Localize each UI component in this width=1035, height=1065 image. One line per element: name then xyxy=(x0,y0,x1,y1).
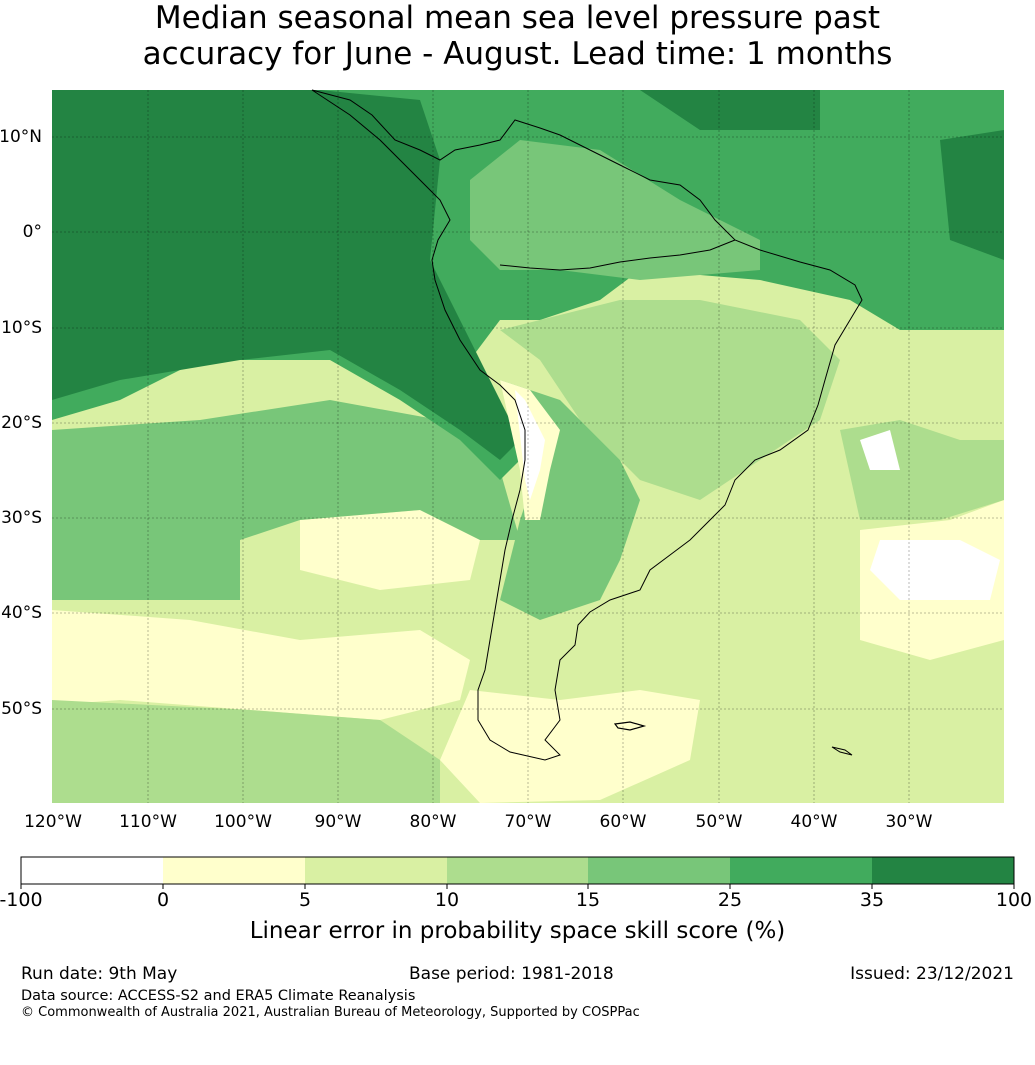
colorbar-tick-label: 0 xyxy=(156,889,170,911)
colorbar-bin-7 xyxy=(872,857,1014,884)
colorbar-tick-label: 35 xyxy=(859,889,885,911)
coastline-amazon-river xyxy=(499,239,736,271)
lon-label-90w: 90°W xyxy=(314,812,362,832)
lat-label-30s: 30°S xyxy=(1,508,42,528)
field-patch-se-white-2 xyxy=(870,540,1000,600)
colorbar xyxy=(20,856,1015,889)
lat-label-50s: 50°S xyxy=(1,699,42,719)
copyright: © Commonwealth of Australia 2021, Austra… xyxy=(21,1005,640,1020)
colorbar-tick-label: 10 xyxy=(434,889,460,911)
title-line-2: accuracy for June - August. Lead time: 1… xyxy=(142,36,893,72)
map-title: Median seasonal mean sea level pressure … xyxy=(0,0,1035,72)
lon-label-50w: 50°W xyxy=(695,812,743,832)
data-source: Data source: ACCESS-S2 and ERA5 Climate … xyxy=(21,988,416,1004)
lon-label-120w: 120°W xyxy=(24,812,82,832)
colorbar-bin-2 xyxy=(163,857,305,884)
colorbar-bin-5 xyxy=(588,857,730,884)
lon-label-100w: 100°W xyxy=(214,812,272,832)
lat-label-10s: 10°S xyxy=(1,318,42,338)
run-date: Run date: 9th May xyxy=(21,964,178,984)
field-patch-darkest-ne xyxy=(940,130,1004,260)
colorbar-bin-3 xyxy=(305,857,447,884)
gridlines xyxy=(52,90,1004,803)
colorbar-bin-1 xyxy=(21,857,163,884)
lon-label-80w: 80°W xyxy=(409,812,457,832)
field-patch-yellow-w xyxy=(300,510,480,590)
colorbar-outline xyxy=(20,856,1015,885)
lat-label-20s: 20°S xyxy=(1,413,42,433)
lat-label-40s: 40°S xyxy=(1,603,42,623)
colorbar-tick-label: 15 xyxy=(575,889,601,911)
field-patch-sw-green xyxy=(52,700,440,803)
colorbar-tick-label: 5 xyxy=(298,889,312,911)
colorbar-title: Linear error in probability space skill … xyxy=(249,918,786,944)
lon-label-30w: 30°W xyxy=(885,812,933,832)
issued-date: Issued: 23/12/2021 xyxy=(850,964,1014,984)
colorbar-bin-4 xyxy=(447,857,588,884)
field-patch-brazil xyxy=(500,300,840,500)
coastline-south-america xyxy=(311,89,863,761)
field-patch-yellow-sw xyxy=(52,610,470,720)
colorbar-tick-label: 100 xyxy=(995,889,1033,911)
lon-label-110w: 110°W xyxy=(119,812,177,832)
coastline-falklands xyxy=(613,721,647,731)
field-band-darkest-green xyxy=(52,90,520,460)
colorbar-tick-label: -100 xyxy=(0,889,43,911)
field-patch-andes-white xyxy=(515,390,545,500)
title-line-1: Median seasonal mean sea level pressure … xyxy=(154,0,881,36)
base-period: Base period: 1981-2018 xyxy=(409,964,614,984)
field-patch-yellow-s xyxy=(440,690,700,803)
lon-label-40w: 40°W xyxy=(790,812,838,832)
field-patch-darkest-n xyxy=(640,90,820,130)
skill-field xyxy=(52,90,1004,803)
colorbar-bin-6 xyxy=(730,857,872,884)
field-patch-se-white-1 xyxy=(860,430,900,470)
lon-label-70w: 70°W xyxy=(504,812,552,832)
lat-label-0: 0° xyxy=(22,222,42,242)
coastline-south-georgia xyxy=(831,746,853,756)
colorbar-ticks xyxy=(20,884,1015,889)
lat-label-10n: 10°N xyxy=(0,127,42,147)
lon-label-60w: 60°W xyxy=(599,812,647,832)
colorbar-tick-label: 25 xyxy=(717,889,743,911)
field-patch-amazon xyxy=(470,140,760,280)
field-band-mid-green-2 xyxy=(52,520,240,600)
